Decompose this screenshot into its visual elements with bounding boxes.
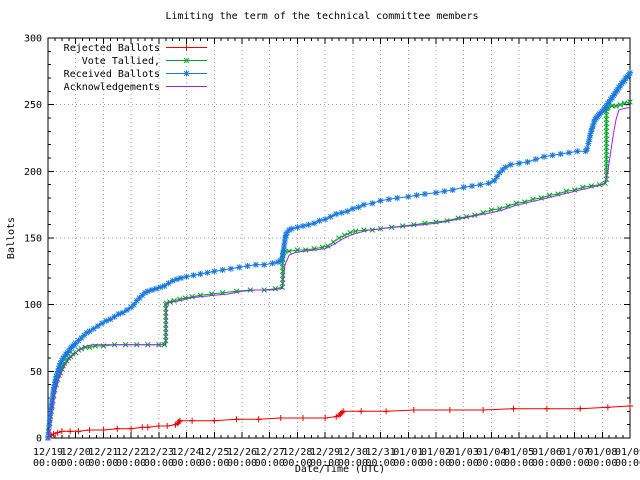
x-tick-time-label: 00:00 <box>88 458 118 469</box>
y-tick-label: 50 <box>30 367 42 378</box>
legend-item-acknowledgements: Acknowledgements <box>64 82 207 93</box>
x-tick-date-label: 12/21 <box>88 447 118 458</box>
x-tick-time-label: 00:00 <box>33 458 63 469</box>
x-tick-date-label: 12/22 <box>116 447 146 458</box>
x-tick-time-label: 00:00 <box>615 458 640 469</box>
series-group <box>45 69 633 441</box>
x-tick-date-label: 12/23 <box>144 447 174 458</box>
legend-label: Rejected Ballots <box>64 43 160 54</box>
x-tick-date-label: 12/27 <box>255 447 285 458</box>
x-tick-time-label: 00:00 <box>338 458 368 469</box>
axis-tick-labels: 05010015020025030012/1900:0012/2000:0012… <box>24 34 640 470</box>
x-tick-date-label: 01/01 <box>393 447 423 458</box>
x-tick-date-label: 12/28 <box>282 447 312 458</box>
chart-title: Limiting the term of the technical commi… <box>165 11 478 22</box>
legend-item-rejected-ballots: Rejected Ballots <box>64 43 207 54</box>
legend-sample-marker <box>183 57 190 64</box>
x-axis-label: Date/Time (UTC) <box>295 464 385 475</box>
y-axis-label: Ballots <box>6 217 17 259</box>
y-tick-label: 300 <box>24 34 42 45</box>
series-vote-tallied-markers <box>45 99 633 441</box>
x-tick-time-label: 00:00 <box>393 458 423 469</box>
series-rejected-ballots-line <box>47 405 631 439</box>
x-tick-date-label: 12/19 <box>33 447 63 458</box>
x-tick-date-label: 12/31 <box>366 447 396 458</box>
x-tick-time-label: 00:00 <box>366 458 396 469</box>
x-tick-time-label: 00:00 <box>172 458 202 469</box>
x-tick-time-label: 00:00 <box>504 458 534 469</box>
x-tick-time-label: 00:00 <box>560 458 590 469</box>
y-tick-label: 100 <box>24 300 42 311</box>
y-tick-label: 150 <box>24 234 42 245</box>
x-tick-date-label: 12/24 <box>172 447 202 458</box>
legend-item-received-ballots: Received Ballots <box>64 69 207 80</box>
x-tick-date-label: 01/05 <box>504 447 534 458</box>
x-tick-time-label: 00:00 <box>476 458 506 469</box>
series-vote-tallied-line <box>47 101 631 439</box>
grid-lines <box>48 38 630 438</box>
series-received-ballots-markers <box>45 69 633 441</box>
x-tick-date-label: 01/07 <box>560 447 590 458</box>
x-tick-time-label: 00:00 <box>449 458 479 469</box>
x-tick-time-label: 00:00 <box>421 458 451 469</box>
x-tick-time-label: 00:00 <box>199 458 229 469</box>
legend-sample-marker <box>183 44 190 51</box>
legend-label: Received Ballots <box>64 69 160 80</box>
x-tick-time-label: 00:00 <box>227 458 257 469</box>
x-tick-time-label: 00:00 <box>255 458 285 469</box>
legend-item-vote-tallied: Vote Tallied, <box>82 56 207 67</box>
y-tick-label: 0 <box>36 434 42 445</box>
legend-label: Vote Tallied, <box>82 56 160 67</box>
x-tick-date-label: 12/30 <box>338 447 368 458</box>
x-tick-date-label: 12/26 <box>227 447 257 458</box>
x-tick-date-label: 01/03 <box>449 447 479 458</box>
x-tick-time-label: 00:00 <box>144 458 174 469</box>
x-tick-date-label: 12/29 <box>310 447 340 458</box>
x-tick-date-label: 01/02 <box>421 447 451 458</box>
x-tick-time-label: 00:00 <box>532 458 562 469</box>
x-tick-date-label: 01/04 <box>476 447 506 458</box>
y-tick-label: 200 <box>24 167 42 178</box>
x-tick-time-label: 00:00 <box>282 458 312 469</box>
legend-label: Acknowledgements <box>64 82 160 93</box>
x-tick-date-label: 01/08 <box>587 447 617 458</box>
x-tick-date-label: 01/09 <box>615 447 640 458</box>
x-tick-time-label: 00:00 <box>61 458 91 469</box>
y-tick-label: 250 <box>24 100 42 111</box>
axis-ticks <box>47 37 631 439</box>
x-tick-time-label: 00:00 <box>310 458 340 469</box>
legend-sample-marker <box>183 70 190 77</box>
x-tick-date-label: 01/06 <box>532 447 562 458</box>
series-acknowledgements-line <box>47 106 631 439</box>
x-tick-time-label: 00:00 <box>116 458 146 469</box>
x-tick-time-label: 00:00 <box>587 458 617 469</box>
legend: Rejected Ballots Vote Tallied, Received Ba… <box>64 43 207 93</box>
x-tick-date-label: 12/20 <box>61 447 91 458</box>
x-tick-date-label: 12/25 <box>199 447 229 458</box>
series-received-ballots-line <box>47 72 631 439</box>
